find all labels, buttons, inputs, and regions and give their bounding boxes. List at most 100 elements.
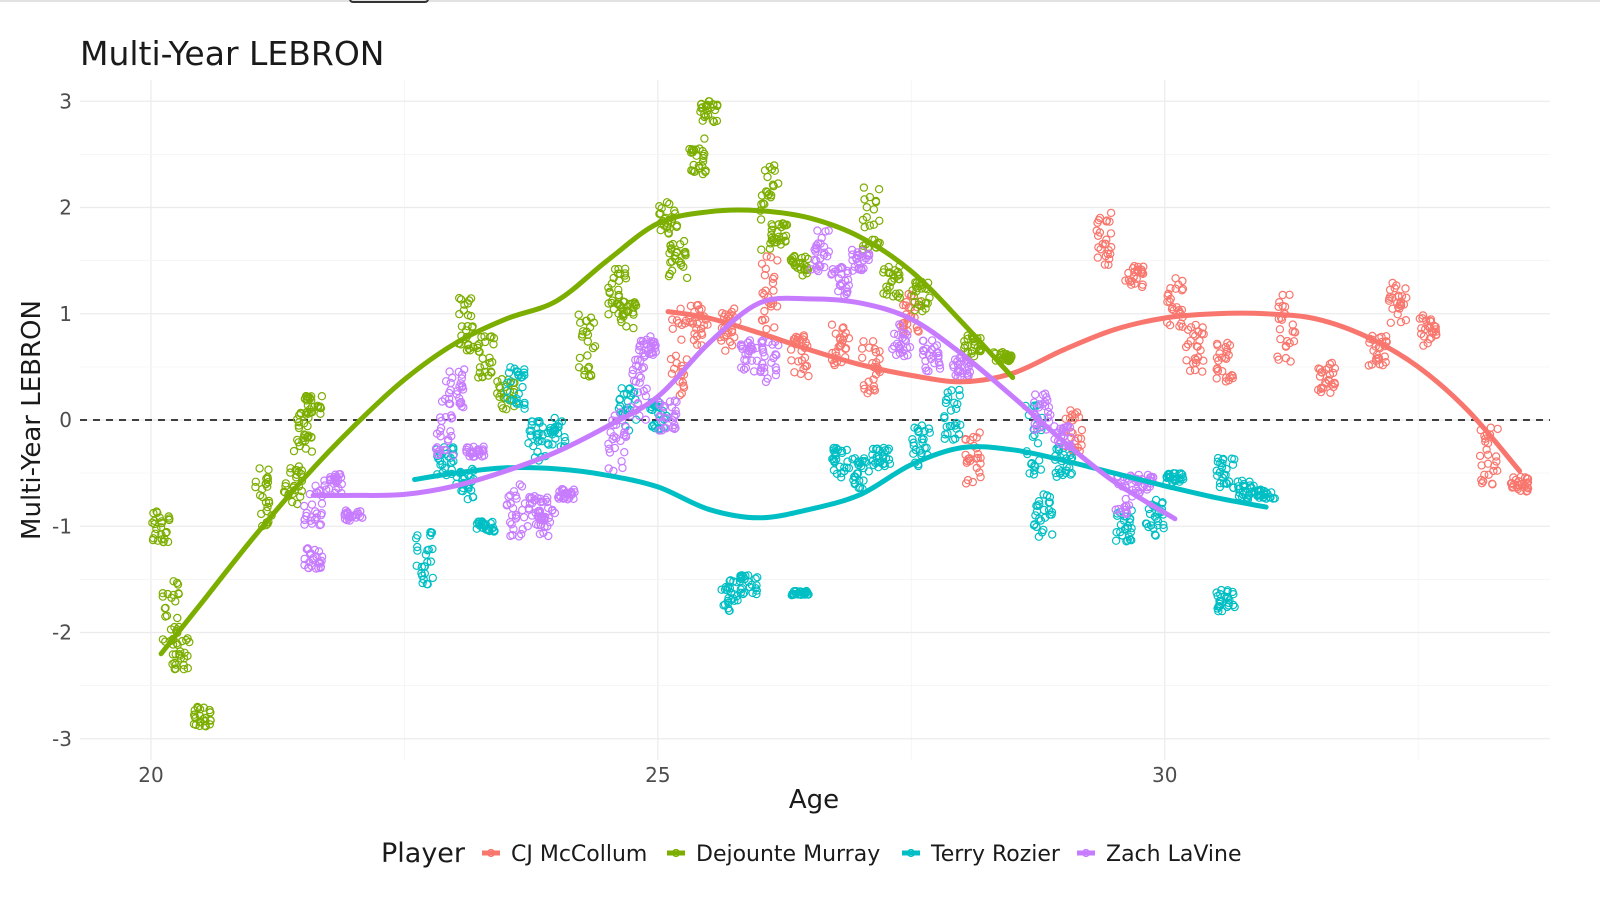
- data-point: [1371, 356, 1381, 366]
- data-point: [620, 309, 629, 318]
- data-point: [485, 332, 495, 342]
- data-point: [485, 353, 494, 362]
- data-point: [1274, 302, 1283, 311]
- data-point: [1168, 303, 1177, 312]
- data-point: [189, 719, 199, 729]
- data-point: [316, 409, 325, 418]
- data-point: [1030, 390, 1040, 399]
- data-point: [1224, 477, 1234, 486]
- data-point: [512, 494, 521, 503]
- data-point: [326, 475, 335, 484]
- data-point: [692, 151, 701, 160]
- data-point: [1221, 373, 1231, 382]
- data-point: [548, 505, 557, 515]
- data-point: [1171, 274, 1180, 283]
- data-point: [527, 421, 536, 430]
- data-point: [895, 274, 904, 284]
- data-point: [506, 491, 515, 500]
- data-point: [1229, 590, 1238, 599]
- data-point: [913, 326, 922, 335]
- data-point: [578, 327, 588, 336]
- data-point: [281, 482, 290, 491]
- data-point: [657, 203, 666, 213]
- data-point: [281, 479, 290, 488]
- data-point: [477, 332, 486, 342]
- data-point: [871, 197, 881, 207]
- data-point: [961, 435, 970, 444]
- data-point: [1230, 455, 1239, 464]
- data-point: [445, 394, 454, 403]
- data-point: [533, 431, 542, 440]
- data-point: [909, 449, 918, 458]
- data-point: [170, 658, 179, 668]
- data-point: [251, 477, 260, 486]
- data-point: [896, 321, 905, 331]
- data-point: [1213, 341, 1222, 350]
- data-point: [501, 382, 510, 392]
- data-point: [789, 252, 799, 261]
- data-point: [523, 522, 532, 531]
- data-point: [895, 289, 904, 298]
- data-point: [1124, 532, 1134, 541]
- data-point: [1005, 355, 1015, 364]
- y-axis-title: Multi-Year LEBRON: [17, 300, 47, 540]
- data-point: [489, 340, 498, 349]
- data-point: [1221, 377, 1231, 386]
- data-point: [1253, 487, 1263, 496]
- data-point: [590, 342, 600, 351]
- data-point: [560, 433, 569, 442]
- data-point: [520, 404, 529, 413]
- data-point: [768, 274, 778, 283]
- data-point: [638, 337, 648, 346]
- data-point: [520, 365, 529, 374]
- data-point: [1070, 410, 1080, 419]
- data-point: [1165, 321, 1175, 330]
- data-point: [503, 378, 512, 387]
- data-point: [799, 364, 808, 374]
- data-point: [1223, 586, 1232, 595]
- data-point: [779, 232, 788, 241]
- data-point: [1035, 500, 1044, 509]
- data-point: [773, 256, 782, 265]
- data-point: [725, 311, 734, 320]
- data-point: [306, 516, 315, 526]
- data-point: [860, 222, 869, 232]
- data-point: [909, 291, 919, 301]
- data-point: [543, 522, 552, 531]
- data-point: [767, 236, 777, 245]
- data-point: [771, 350, 780, 359]
- data-point: [606, 428, 615, 437]
- data-point: [1185, 366, 1195, 375]
- data-point: [506, 377, 516, 386]
- data-point: [616, 436, 625, 446]
- data-point: [1221, 342, 1230, 352]
- data-point: [738, 589, 748, 599]
- data-point: [765, 162, 774, 172]
- chart-title: Multi-Year LEBRON: [80, 34, 384, 73]
- data-point: [961, 479, 971, 488]
- data-point: [757, 245, 766, 254]
- data-point: [1483, 439, 1493, 448]
- data-point: [760, 199, 769, 209]
- data-point: [288, 497, 297, 507]
- data-point: [858, 353, 867, 362]
- data-point: [549, 427, 558, 436]
- data-point: [163, 589, 172, 599]
- y-tick-label: 2: [59, 196, 72, 220]
- legend-key-point: [906, 848, 916, 858]
- data-point: [1217, 585, 1226, 595]
- y-tick-label: -2: [52, 621, 72, 645]
- data-point: [255, 491, 265, 500]
- data-point: [925, 428, 935, 437]
- y-tick-label: 3: [59, 89, 72, 113]
- data-point: [160, 604, 170, 613]
- data-point: [1137, 267, 1146, 276]
- data-point: [635, 411, 644, 420]
- data-point: [1129, 272, 1138, 281]
- data-point: [1191, 358, 1201, 368]
- legend-title: Player: [381, 838, 466, 869]
- data-point: [427, 528, 437, 537]
- data-point: [622, 322, 631, 331]
- data-point: [567, 490, 576, 500]
- data-point: [1106, 208, 1116, 218]
